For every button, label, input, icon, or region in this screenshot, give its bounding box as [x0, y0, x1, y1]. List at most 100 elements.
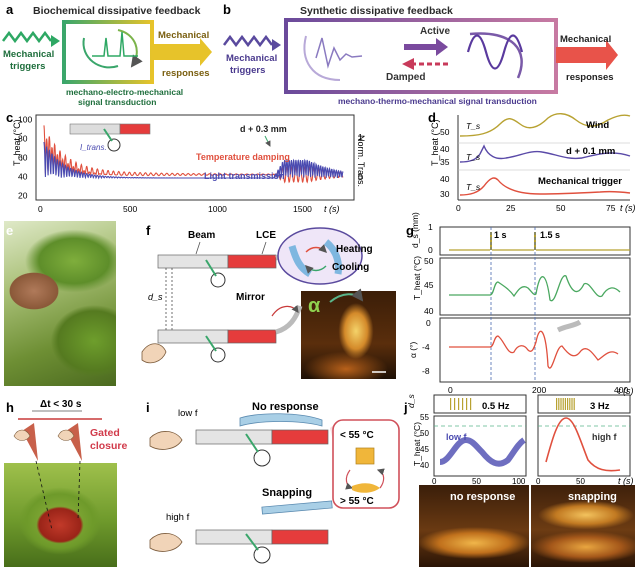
f-lce-label: LCE: [256, 230, 276, 241]
c-light-label: Light transmission: [204, 171, 285, 181]
f-heating-label: Heating: [336, 244, 373, 255]
panel-b-letter: b: [223, 2, 231, 17]
active-arrow: [404, 38, 448, 56]
c-ylabel-left: T_heat (°C): [12, 119, 22, 166]
panel-f-letter: f: [146, 223, 151, 238]
f-bent-lce-bottom: [275, 305, 303, 335]
d-xtick-0: 0: [456, 203, 461, 213]
i-snapping-label: Snapping: [262, 487, 312, 499]
trigger-zigzag-b-icon: [223, 34, 273, 48]
a-output-label-1: Mechanical: [158, 30, 209, 41]
action-potential-trace: [92, 31, 138, 57]
panel-a-letter: a: [6, 2, 14, 17]
b-output-label-2: responses: [566, 72, 614, 83]
j-low-f-label: low f: [446, 432, 467, 442]
g-ds-pulse-2: [534, 232, 536, 250]
j-low-pulse: [470, 398, 472, 410]
d-label-wind: Wind: [586, 120, 609, 131]
i-melted-icon: [352, 483, 380, 493]
j-high-f-label: high f: [592, 432, 617, 442]
j-high-pulse: [569, 398, 571, 410]
f-heating-arrow: [305, 244, 327, 253]
h-trigger-hair-2: [66, 423, 82, 461]
j-right-pulses: [556, 398, 575, 410]
f-finger-icon: [141, 343, 167, 364]
c-xtick: 0: [38, 204, 43, 214]
d-ts-3: T_s: [466, 182, 481, 192]
i-lt-label: < 55 °C: [340, 430, 374, 441]
output-arrow-b: [556, 40, 618, 70]
c-xtick: 1000: [208, 204, 227, 214]
i-cycle-arrow-left: [345, 469, 354, 490]
c-inset-beam: [69, 123, 121, 135]
i-no-response-label: No response: [252, 401, 319, 413]
f-ds-label: d_s: [148, 292, 163, 302]
panel-a: a Biochemical dissipative feedback Mecha…: [2, 2, 212, 107]
j-photo-left-label: no response: [450, 491, 515, 503]
i-cycle-arrow-right: [376, 468, 385, 489]
i-sheet-top: [239, 413, 323, 427]
g-xticks: 0 200 400: [448, 385, 628, 395]
panel-e-letter: e: [6, 223, 13, 238]
j-xtick-0: 0: [432, 477, 437, 486]
mechanical-trigger-trace: [459, 177, 631, 196]
b-active-loop: [469, 32, 523, 79]
trigger-arrow-icon: [51, 35, 60, 47]
d-ytick-40c: 40: [440, 174, 450, 184]
g-ytick-40: 40: [424, 306, 434, 316]
j-ylabel-bot: T_heat (°C): [412, 422, 422, 466]
panel-d: d Wind d + 0.1 mm Mechanical trigger T_s…: [428, 110, 636, 213]
c-itrans-label: I_trans.: [80, 143, 107, 152]
b-caption: mechano-thermo-mechanical signal transdu…: [338, 96, 537, 106]
g-ytick-50: 50: [424, 256, 434, 266]
j-low-pulse: [458, 398, 460, 410]
g-xtick: 200: [532, 385, 546, 395]
j-ytick-55: 55: [420, 413, 429, 422]
panel-g-letter: g: [406, 223, 414, 238]
d-ytick-40b: 40: [440, 144, 450, 154]
f-beam-top: [157, 254, 229, 269]
g-mid-frame: [439, 257, 631, 316]
f-bend-arrow: [271, 305, 299, 317]
g-marker-2: 1.5 s: [540, 230, 560, 240]
panel-j-letter: j: [403, 400, 408, 415]
f-beam-pointer: [195, 241, 201, 255]
c-yticks-left: 20 40 60 80 100: [18, 115, 32, 201]
d-label-mechanical: Mechanical trigger: [538, 176, 622, 187]
panel-b-title: Synthetic dissipative feedback: [300, 5, 453, 17]
j-high-pulse: [567, 398, 569, 410]
i-solid-cube-icon: [355, 447, 375, 465]
j-xlabel: t (s): [618, 476, 634, 486]
damped-arrow-head: [402, 58, 414, 70]
g-marker-1: 1 s: [494, 230, 507, 240]
j-left-top-frame: [433, 394, 527, 414]
panel-d-letter: d: [428, 110, 436, 125]
c-annotation-arrow: [264, 135, 271, 147]
j-right-plot-frame: [537, 415, 631, 477]
b-damped-label: Damped: [386, 72, 425, 83]
c-xlabel: t (s): [324, 204, 340, 214]
j-high-pulse: [558, 398, 560, 410]
a-input-label-2: triggers: [10, 61, 45, 72]
d-xlabel: t (s): [620, 203, 636, 213]
i-finger-icon-top: [149, 431, 183, 450]
j-xtick-0b: 0: [536, 477, 541, 486]
i-lce-bottom: [271, 529, 329, 545]
i-finger-icon-bottom: [149, 533, 183, 552]
panel-c-letter: c: [6, 110, 13, 125]
f-beam-label: Beam: [188, 230, 215, 241]
j-freq-2: 3 Hz: [590, 401, 610, 412]
f-alpha-label: α: [308, 295, 321, 317]
f-lce-segment-2: [323, 239, 342, 275]
a-loop-arrow-left: [82, 37, 119, 69]
g-ytick-a4: -4: [422, 342, 430, 352]
sustained-oscillation-trace: [466, 34, 524, 70]
j-high-pulse: [573, 398, 575, 410]
a-caption-1: mechano-electro-mechanical: [66, 87, 183, 97]
g-ytick-45: 45: [424, 280, 434, 290]
b-input-label-1: Mechanical: [226, 53, 277, 64]
d-ylabel: T_heat (°C): [430, 119, 440, 166]
j-photo-right-label: snapping: [568, 491, 617, 503]
c-yticks-right: 01: [358, 132, 363, 182]
